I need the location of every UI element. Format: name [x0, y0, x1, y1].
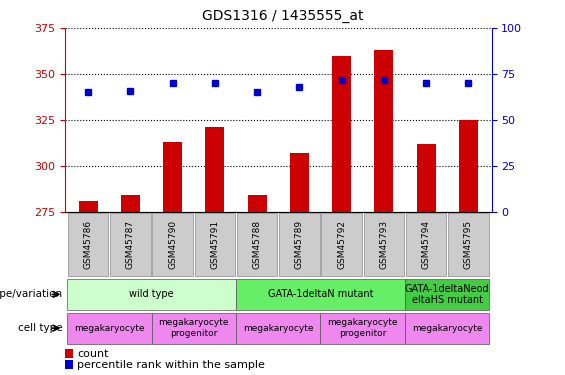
Bar: [153, 213, 193, 276]
Bar: [67, 279, 236, 310]
Text: GSM45795: GSM45795: [464, 220, 473, 269]
Bar: [459, 120, 478, 212]
Bar: [332, 56, 351, 212]
Bar: [68, 213, 108, 276]
Text: megakaryocyte
progenitor: megakaryocyte progenitor: [159, 318, 229, 338]
Text: GSM45790: GSM45790: [168, 220, 177, 269]
Bar: [247, 195, 267, 212]
Bar: [405, 279, 489, 310]
Text: genotype/variation: genotype/variation: [0, 290, 62, 299]
Bar: [206, 128, 224, 212]
Bar: [405, 313, 489, 344]
Bar: [364, 213, 404, 276]
Text: GSM45792: GSM45792: [337, 220, 346, 269]
Bar: [416, 144, 436, 212]
Bar: [236, 313, 320, 344]
Bar: [236, 279, 405, 310]
Bar: [67, 313, 151, 344]
Bar: [321, 213, 362, 276]
Bar: [448, 213, 489, 276]
Bar: [279, 213, 320, 276]
Text: GSM45786: GSM45786: [84, 220, 93, 269]
Text: GDS1316 / 1435555_at: GDS1316 / 1435555_at: [202, 9, 363, 23]
Bar: [163, 142, 182, 212]
Text: megakaryocyte
progenitor: megakaryocyte progenitor: [328, 318, 398, 338]
Bar: [194, 213, 235, 276]
Bar: [79, 201, 98, 212]
Text: GSM45791: GSM45791: [210, 220, 219, 269]
Text: percentile rank within the sample: percentile rank within the sample: [77, 360, 266, 370]
Text: wild type: wild type: [129, 290, 174, 299]
Text: megakaryocyte: megakaryocyte: [412, 324, 483, 333]
Text: megakaryocyte: megakaryocyte: [243, 324, 314, 333]
Text: GSM45787: GSM45787: [126, 220, 135, 269]
Text: GSM45794: GSM45794: [421, 220, 431, 269]
Text: count: count: [77, 349, 109, 359]
Bar: [110, 213, 151, 276]
Text: GSM45789: GSM45789: [295, 220, 304, 269]
Text: cell type: cell type: [18, 323, 62, 333]
Text: GATA-1deltaNeod
eltaHS mutant: GATA-1deltaNeod eltaHS mutant: [405, 284, 489, 305]
Text: GSM45793: GSM45793: [379, 220, 388, 269]
Bar: [320, 313, 405, 344]
Bar: [375, 50, 393, 212]
Bar: [290, 153, 309, 212]
Bar: [151, 313, 236, 344]
Bar: [65, 350, 73, 358]
Text: megakaryocyte: megakaryocyte: [74, 324, 145, 333]
Bar: [65, 360, 73, 369]
Bar: [237, 213, 277, 276]
Bar: [406, 213, 446, 276]
Text: GATA-1deltaN mutant: GATA-1deltaN mutant: [268, 290, 373, 299]
Text: GSM45788: GSM45788: [253, 220, 262, 269]
Bar: [121, 195, 140, 212]
